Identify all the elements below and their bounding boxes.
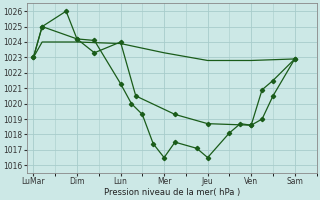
X-axis label: Pression niveau de la mer( hPa ): Pression niveau de la mer( hPa ) (104, 188, 240, 197)
